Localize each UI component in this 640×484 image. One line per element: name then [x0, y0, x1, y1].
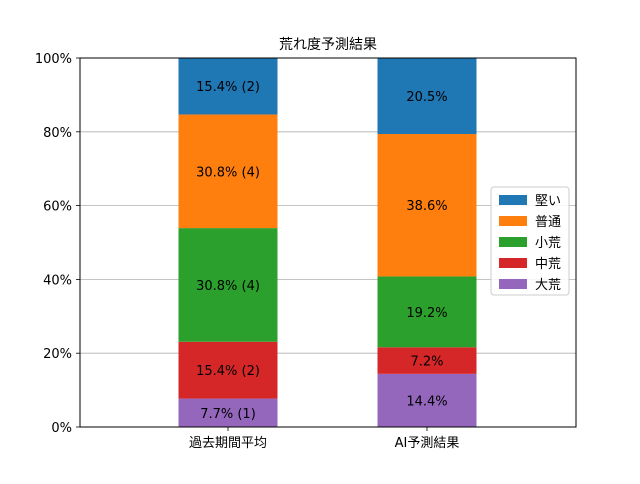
legend-label: 大荒 — [535, 278, 561, 293]
data-label: 15.4% (2) — [196, 364, 260, 379]
x-tick-label: AI予測結果 — [395, 436, 460, 451]
legend-label: 中荒 — [535, 257, 561, 272]
bars — [178, 57, 477, 427]
plot-frame — [79, 57, 577, 428]
x-tick-label: 過去期間平均 — [189, 436, 267, 451]
legend-swatch — [499, 195, 527, 205]
y-tick-label: 40% — [43, 273, 72, 288]
data-label: 7.2% — [410, 355, 443, 370]
bar-segment — [377, 373, 477, 427]
y-tick-label: 80% — [43, 126, 72, 141]
data-label: 19.2% — [406, 306, 447, 321]
y-tick-label: 0% — [51, 421, 72, 436]
bar-segment — [178, 228, 278, 342]
data-label: 30.8% (4) — [196, 165, 260, 180]
bar-segment — [377, 276, 477, 348]
y-tick-label: 20% — [43, 347, 72, 362]
bar-segment — [377, 58, 477, 135]
chart-title: 荒れ度予測結果 — [279, 37, 377, 53]
legend-label: 小荒 — [535, 236, 561, 251]
legend-label: 普通 — [535, 215, 561, 230]
legend-swatch — [499, 216, 527, 226]
bar-segment — [178, 57, 278, 115]
legend-swatch — [499, 279, 527, 289]
data-label: 15.4% (2) — [196, 80, 260, 95]
data-label: 20.5% — [406, 90, 447, 105]
bar-segment — [178, 114, 278, 229]
y-tick-label: 60% — [43, 200, 72, 215]
bar-segment — [377, 347, 477, 374]
bar-segment — [377, 134, 477, 277]
data-label: 30.8% (4) — [196, 279, 260, 294]
bar-segment — [178, 398, 278, 427]
bar-labels: 7.7% (1) 15.4% (2) 30.8% (4) 30.8% (4) 15.4%… — [196, 80, 448, 422]
data-label: 38.6% — [406, 199, 447, 214]
legend-swatch — [499, 258, 527, 268]
y-tick-label: 100% — [35, 52, 72, 67]
legend-swatch — [499, 237, 527, 247]
axes: 0% 20% 40% 60% 80% 100% 過去期間平均 AI予測結果 — [35, 52, 577, 451]
data-label: 14.4% — [406, 394, 447, 409]
bar-segment — [178, 341, 278, 399]
data-label: 7.7% (1) — [200, 407, 256, 422]
legend-label: 堅い — [535, 194, 561, 209]
